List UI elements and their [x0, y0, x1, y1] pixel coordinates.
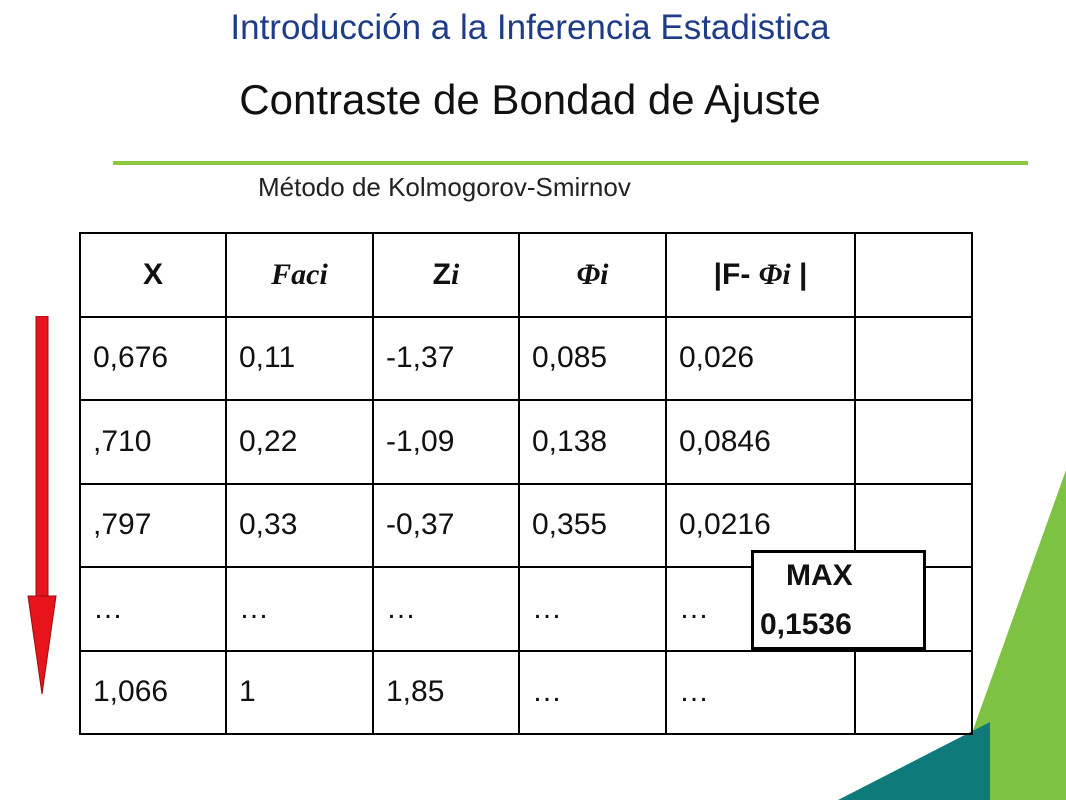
cell-z: -1,37 — [372, 315, 520, 401]
cell-faci: 1 — [225, 649, 374, 735]
cell-phi: 0,138 — [518, 399, 667, 485]
header-diff-suffix: | — [790, 257, 808, 291]
table-row: 1,066 1 1,85 … … — [79, 649, 973, 735]
cell-x: ,797 — [79, 482, 227, 568]
cell-x: ,710 — [79, 399, 227, 485]
cell-phi: … — [518, 649, 667, 735]
cell-faci: 0,33 — [225, 482, 374, 568]
cell-x: … — [79, 566, 227, 652]
max-value: 0,1536 — [760, 608, 852, 641]
cell-phi: 0,355 — [518, 482, 667, 568]
header-phi-label: Φi — [576, 257, 609, 291]
cell-x: 1,066 — [79, 649, 227, 735]
cell-x: 0,676 — [79, 315, 227, 401]
cell-z: -1,09 — [372, 399, 520, 485]
cell-z: 1,85 — [372, 649, 520, 735]
green-accent-shape — [948, 470, 1066, 800]
max-callout-box: MAX 0,1536 — [751, 550, 926, 650]
cell-phi: … — [518, 566, 667, 652]
cell-extra — [854, 315, 973, 401]
cell-diff: … — [665, 649, 856, 735]
down-arrow-icon — [27, 316, 57, 695]
header-faci: Faci — [225, 232, 374, 318]
cell-extra — [854, 649, 973, 735]
cell-diff: 0,0846 — [665, 399, 856, 485]
slide-title: Contraste de Bondad de Ajuste — [239, 76, 821, 123]
cell-extra — [854, 399, 973, 485]
header-x: X — [79, 232, 227, 318]
table-row: ,710 0,22 -1,09 0,138 0,0846 — [79, 399, 973, 485]
teal-accent-shape — [838, 722, 990, 800]
title-divider — [113, 161, 1028, 165]
ks-table: X Faci Zi Φi |F- Φi | 0,676 0,11 -1,37 0… — [79, 232, 973, 735]
header-diff-phi: Φi — [758, 257, 791, 291]
cell-phi: 0,085 — [518, 315, 667, 401]
method-subtitle: Método de Kolmogorov-Smirnov — [258, 172, 631, 202]
header-title: Introducción a la Inferencia Estadistica — [230, 8, 830, 47]
cell-z: -0,37 — [372, 482, 520, 568]
table-header-row: X Faci Zi Φi |F- Φi | — [79, 232, 973, 318]
header-extra — [854, 232, 973, 318]
header-z-label: Z — [432, 257, 451, 291]
table-row: ,797 0,33 -0,37 0,355 0,0216 — [79, 482, 973, 568]
header-z-subscript: i — [450, 257, 460, 291]
header-diff-prefix: |F- — [713, 257, 759, 291]
table-row: 0,676 0,11 -1,37 0,085 0,026 — [79, 315, 973, 401]
header-z: Zi — [372, 232, 520, 318]
cell-diff: 0,026 — [665, 315, 856, 401]
header-faci-label: Faci — [271, 257, 328, 291]
cell-z: … — [372, 566, 520, 652]
header-phi: Φi — [518, 232, 667, 318]
cell-faci: 0,11 — [225, 315, 374, 401]
cell-faci: … — [225, 566, 374, 652]
cell-faci: 0,22 — [225, 399, 374, 485]
header-diff: |F- Φi | — [665, 232, 856, 318]
max-label: MAX — [786, 559, 853, 592]
